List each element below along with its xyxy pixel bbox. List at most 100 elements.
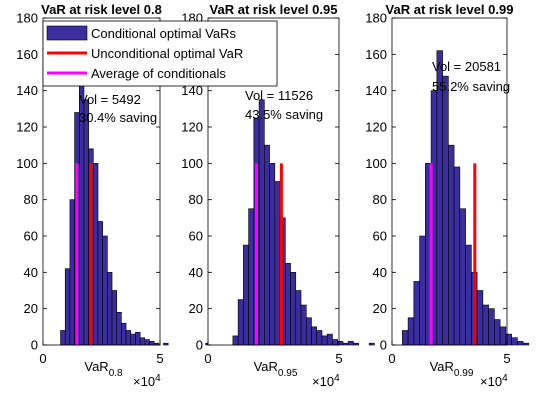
histogram-bar (522, 342, 530, 346)
histogram-bar (337, 341, 344, 346)
x-axis-label: VaR0.99 (430, 359, 474, 379)
y-tick-label: 160 (16, 47, 38, 62)
annotation-saving: 43.5% saving (245, 107, 323, 122)
annotation-vol: Vol = 11526 (245, 88, 313, 103)
histogram-bar (290, 272, 297, 346)
histogram-bar (332, 339, 338, 346)
y-tick-label: 40 (373, 265, 387, 280)
histogram-bar (135, 331, 141, 346)
y-tick-label: 140 (181, 83, 203, 98)
y-tick-label: 120 (16, 120, 38, 135)
chart-title: VaR at risk level 0.99 (386, 2, 514, 17)
histogram-bar (311, 326, 318, 346)
histogram-bar (111, 290, 118, 346)
histogram-bar (442, 75, 449, 346)
histogram-bar (264, 144, 270, 346)
axes-frame (391, 17, 508, 346)
histogram-bar (316, 330, 323, 346)
x-axis-multiplier: ×104 (480, 373, 508, 389)
y-tick-label: 20 (189, 301, 203, 316)
histogram-bar (499, 326, 507, 346)
histogram-bar (125, 330, 132, 346)
histogram-bar (149, 341, 155, 346)
histogram-bar (465, 244, 472, 346)
x-axis-label-main: VaR (84, 359, 108, 374)
histogram-bar (69, 199, 75, 346)
histogram-bar (402, 330, 409, 346)
histogram-bar (121, 322, 127, 346)
x-axis-multiplier-base: ×10 (133, 374, 155, 389)
histogram-bar (237, 299, 244, 346)
legend-entry-label: Conditional optimal VaRs (91, 26, 236, 41)
y-tick-label: 120 (365, 120, 387, 135)
histogram-bar (130, 333, 136, 346)
histogram-bar (419, 235, 426, 346)
histogram-bar (64, 268, 71, 346)
x-axis-label: VaR0.8 (84, 359, 123, 379)
y-tick-label: 80 (24, 192, 38, 207)
histogram-bar (274, 181, 281, 346)
histogram-bar (269, 163, 276, 346)
y-tick-label: 20 (24, 301, 38, 316)
histogram-bar (232, 335, 239, 346)
histogram-bars (402, 50, 530, 346)
histogram-bar (342, 342, 349, 346)
legend-entry-label: Unconditional optimal VaR (91, 46, 243, 61)
histogram-bar (300, 304, 307, 346)
y-tick-label: 60 (189, 229, 203, 244)
x-axis-multiplier-exponent: 4 (334, 373, 340, 384)
x-axis-label: VaR0.95 (254, 359, 298, 379)
histogram-bar (347, 341, 354, 346)
y-tick-label: 140 (16, 83, 38, 98)
y-tick-label: 100 (181, 156, 203, 171)
histogram-bar (243, 244, 249, 346)
x-axis-label-subscript: 0.8 (109, 368, 123, 379)
x-tick-label: 5 (503, 351, 510, 366)
histogram-bar (83, 99, 89, 346)
histogram-bar (517, 341, 524, 346)
histogram-bar (368, 342, 375, 346)
y-tick-label: 180 (365, 11, 387, 26)
y-tick-label: 40 (189, 265, 203, 280)
x-axis-label-main: VaR (254, 359, 278, 374)
histogram-bar (139, 337, 146, 346)
panel-3: 0 20 40 60 80 100 120 140 160 180 0 5 VaR at risk le… (365, 2, 530, 389)
histogram-bar (459, 208, 466, 346)
histogram-bar (248, 208, 255, 346)
x-axis-label-subscript: 0.99 (454, 368, 474, 379)
axes-frame (42, 17, 161, 346)
legend-swatch-patch (46, 25, 88, 41)
histogram-bar (163, 342, 169, 346)
histogram-bar (436, 50, 443, 346)
histogram-bar (284, 262, 291, 346)
legend: Conditional optimal VaRs Unconditional op… (42, 20, 278, 87)
legend-entry-label: Average of conditionals (91, 66, 226, 81)
x-tick-label: 0 (388, 351, 395, 366)
y-tick-label: 80 (189, 192, 203, 207)
histogram-bar (107, 272, 113, 346)
x-axis-label-subscript: 0.95 (278, 368, 298, 379)
y-tick-label: 20 (373, 301, 387, 316)
histogram-bar (60, 330, 66, 346)
y-tick-label: 100 (16, 156, 38, 171)
annotation-vol: Vol = 20581 (432, 59, 501, 74)
chart-title: VaR at risk level 0.95 (210, 2, 338, 17)
annotation-saving: 55.2% saving (432, 79, 510, 94)
y-tick-label: 60 (24, 229, 38, 244)
histogram-bar (494, 319, 501, 346)
histogram-bar (295, 290, 302, 346)
y-tick-label: 0 (31, 338, 38, 353)
y-tick-label: 0 (380, 338, 387, 353)
annotation-vol: Vol = 5492 (79, 92, 141, 107)
x-axis-multiplier: ×104 (312, 373, 340, 389)
y-tick-label: 80 (373, 192, 387, 207)
axes-frame (207, 17, 340, 346)
histogram-bar (511, 337, 518, 346)
x-axis-multiplier-exponent: 4 (155, 373, 161, 384)
y-tick-label: 160 (365, 47, 387, 62)
x-tick-label: 5 (156, 351, 163, 366)
histogram-bar (448, 144, 455, 346)
x-tick-label: 0 (39, 351, 46, 366)
y-tick-label: 120 (181, 120, 203, 135)
